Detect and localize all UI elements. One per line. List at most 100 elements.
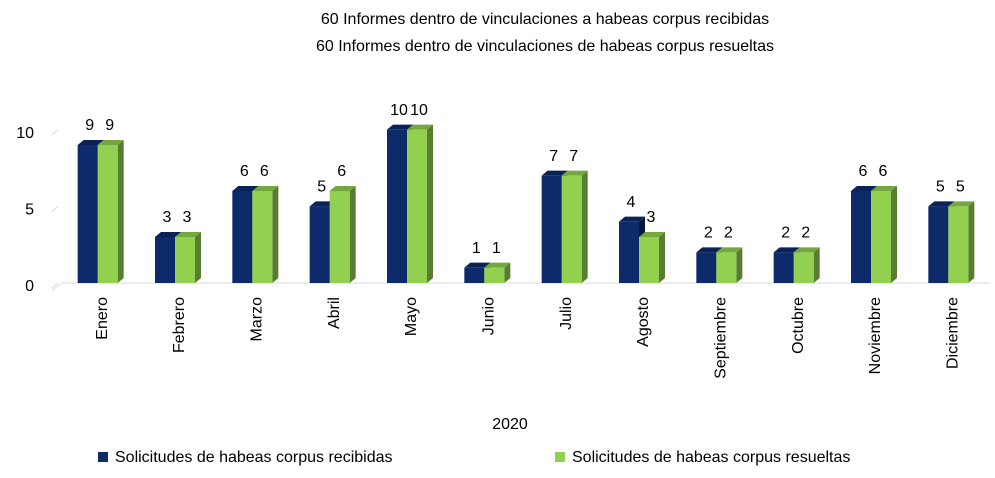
bar-top <box>561 170 588 176</box>
value-label: 2 <box>801 225 810 242</box>
bar <box>175 237 195 283</box>
bar-top <box>696 247 723 253</box>
bar-top <box>309 201 336 207</box>
bar <box>561 175 582 283</box>
bar <box>484 267 505 283</box>
bar-top <box>155 232 181 237</box>
y-tick <box>51 205 59 212</box>
bar-top <box>175 232 201 237</box>
bar-top <box>639 232 665 237</box>
value-label: 2 <box>704 225 713 242</box>
bar-side <box>117 140 124 283</box>
x-tick-label: Mayo <box>403 297 420 336</box>
bar <box>387 129 407 283</box>
value-label: 5 <box>936 179 945 196</box>
bar <box>619 221 639 283</box>
legend-swatch <box>98 452 108 462</box>
bar-top <box>77 140 104 145</box>
bar <box>97 145 118 283</box>
x-tick-label: Enero <box>94 297 111 340</box>
value-label: 6 <box>879 163 888 180</box>
legend-swatch <box>555 452 565 462</box>
bar <box>871 191 891 283</box>
chart-subtitle: 60 Informes dentro de vinculaciones de h… <box>316 38 774 55</box>
bar-top <box>464 262 491 268</box>
value-label: 1 <box>492 240 501 257</box>
bar <box>77 145 98 283</box>
value-label: 2 <box>781 225 790 242</box>
value-label: 9 <box>85 117 94 134</box>
chart-title: 60 Informes dentro de vinculaciones a ha… <box>321 11 769 28</box>
bar-top <box>252 186 279 191</box>
bar-top <box>541 170 568 176</box>
bar-side <box>504 262 511 283</box>
x-tick-label: Octubre <box>790 297 807 354</box>
bar-side <box>891 186 897 283</box>
value-label: 1 <box>472 240 481 257</box>
bar-top <box>97 140 124 145</box>
legend-label: Solicitudes de habeas corpus recibidas <box>115 449 393 466</box>
bar <box>329 191 350 283</box>
y-tick-label: 0 <box>25 278 34 295</box>
bar-top <box>773 247 800 253</box>
bar-side <box>968 201 975 283</box>
bar-side <box>195 232 201 283</box>
bar-side <box>736 247 743 283</box>
bar-top <box>928 201 955 207</box>
bar-top <box>948 201 975 207</box>
value-label: 5 <box>956 179 965 196</box>
bar <box>639 237 659 283</box>
x-tick-label: Septiembre <box>713 297 730 379</box>
x-tick-label: Julio <box>558 297 575 330</box>
bar <box>252 191 273 283</box>
bar-side <box>272 186 279 283</box>
bar <box>851 191 871 283</box>
bar <box>696 252 717 283</box>
value-label: 9 <box>105 117 114 134</box>
value-label: 10 <box>390 102 408 119</box>
bar-side <box>659 232 665 283</box>
bar <box>928 206 949 283</box>
value-label: 3 <box>183 209 192 226</box>
bar-side <box>349 186 356 283</box>
x-tick-label: Junio <box>481 297 498 335</box>
bar <box>232 191 253 283</box>
x-axis-label: 2020 <box>492 416 528 433</box>
bar <box>155 237 175 283</box>
bar-side <box>427 124 433 284</box>
bar-top <box>619 216 645 222</box>
value-label: 6 <box>260 163 269 180</box>
bar-top <box>484 262 511 268</box>
bar <box>948 206 969 283</box>
bar-top <box>387 124 413 130</box>
bar-top <box>871 186 897 191</box>
legend-label: Solicitudes de habeas corpus resueltas <box>572 449 850 466</box>
value-label: 6 <box>337 163 346 180</box>
bar-top <box>851 186 877 191</box>
bar <box>793 252 814 283</box>
bar-top <box>329 186 356 191</box>
y-tick-label: 5 <box>25 202 34 219</box>
value-label: 2 <box>724 225 733 242</box>
bar <box>541 175 562 283</box>
x-tick-label: Noviembre <box>867 297 884 374</box>
bar <box>716 252 737 283</box>
bar-top <box>716 247 743 253</box>
bar-top <box>232 186 259 191</box>
x-tick-label: Agosto <box>635 297 652 347</box>
bar <box>309 206 330 283</box>
value-label: 4 <box>627 194 636 211</box>
bar <box>773 252 794 283</box>
y-tick <box>51 282 59 289</box>
bar-top <box>407 124 433 130</box>
value-label: 7 <box>549 148 558 165</box>
x-tick-label: Abril <box>326 297 343 329</box>
y-tick-label: 10 <box>16 125 34 142</box>
value-label: 7 <box>569 148 578 165</box>
value-label: 6 <box>859 163 868 180</box>
bar-side <box>581 170 588 283</box>
value-label: 3 <box>647 209 656 226</box>
x-tick-label: Febrero <box>171 297 188 353</box>
bar <box>407 129 427 283</box>
